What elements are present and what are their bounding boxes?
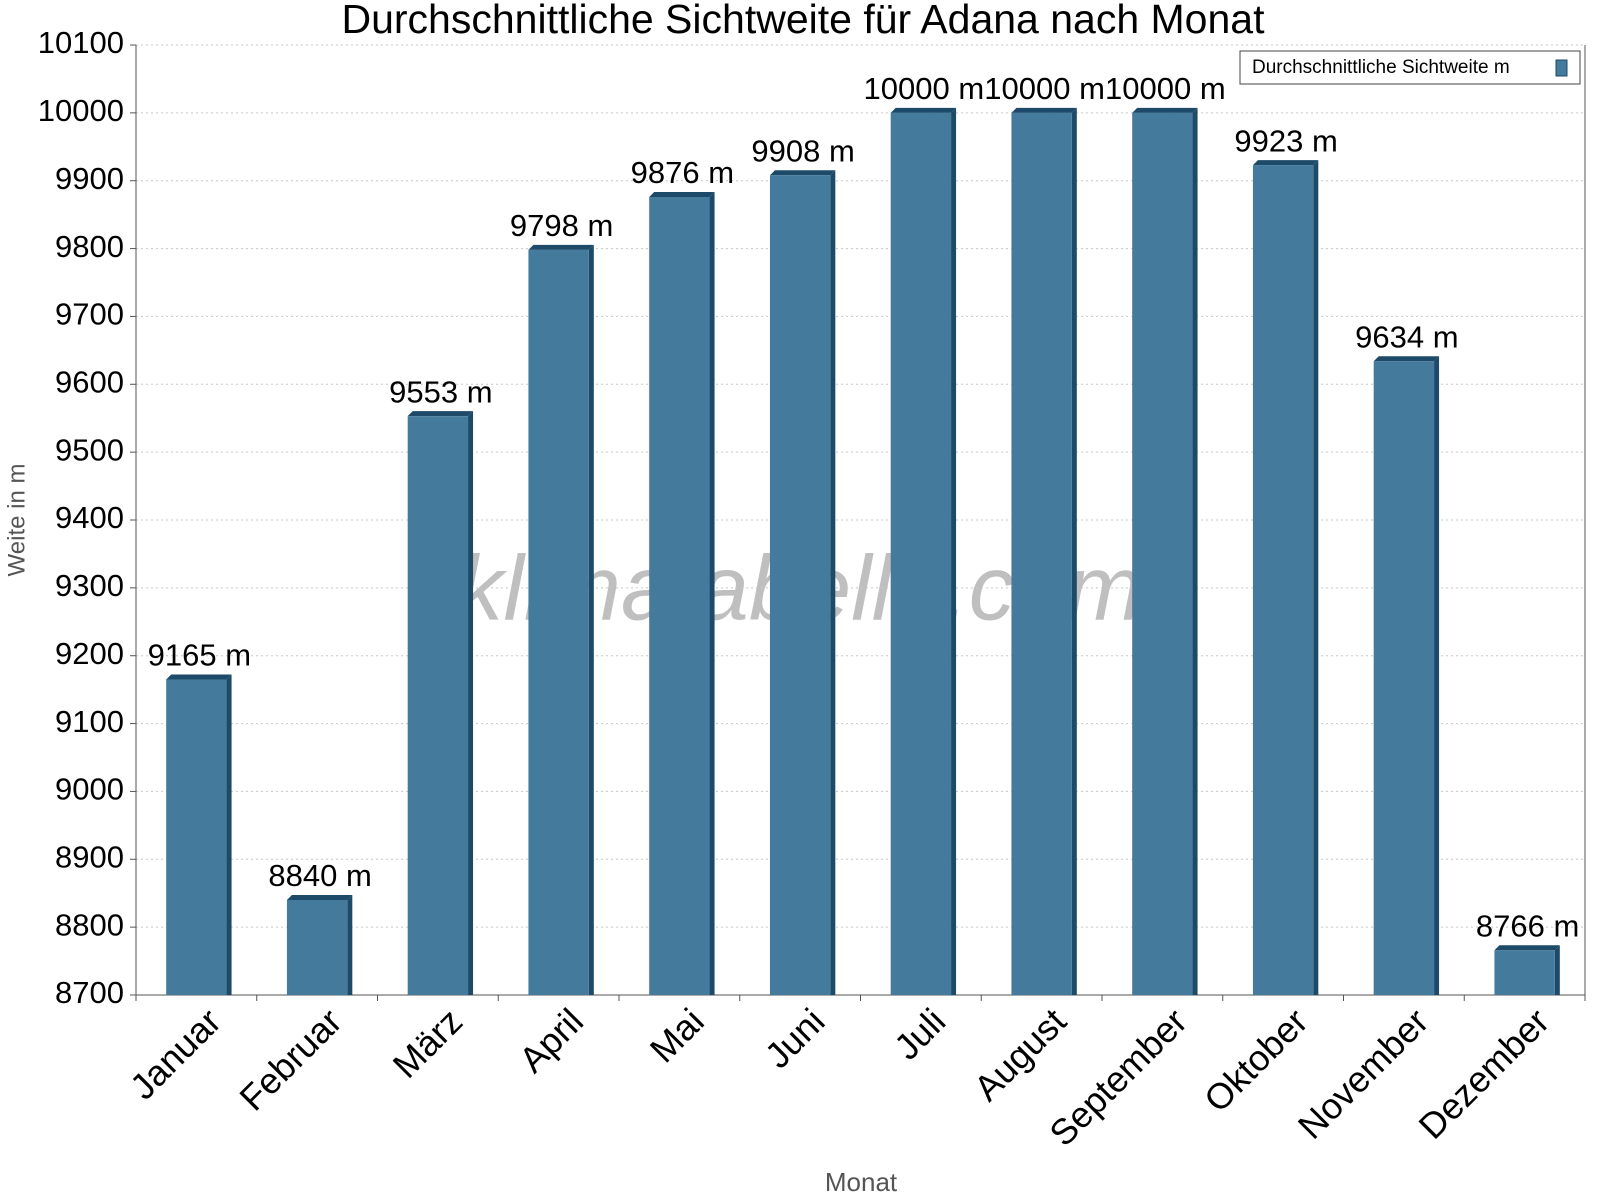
bar	[166, 679, 227, 995]
bar	[286, 900, 348, 995]
bar-top	[769, 170, 836, 176]
bar-side	[830, 170, 836, 996]
data-label: 9634 m	[1355, 319, 1458, 354]
bar-top	[1252, 160, 1319, 166]
y-tick-label: 10100	[38, 25, 124, 60]
y-tick-label: 8700	[55, 975, 124, 1010]
y-tick-label: 9800	[55, 229, 124, 264]
bar	[890, 112, 952, 996]
bar-top	[1011, 107, 1077, 113]
chart-title: Durchschnittliche Sichtweite für Adana n…	[341, 0, 1265, 42]
bar-side	[347, 895, 353, 995]
y-tick-label: 9900	[55, 161, 124, 196]
data-label: 9923 m	[1234, 123, 1337, 158]
bar-top	[528, 244, 594, 250]
data-label: 9876 m	[631, 155, 734, 190]
bar	[407, 416, 469, 995]
bar-side	[1434, 356, 1440, 995]
legend: Durchschnittliche Sichtweite m	[1239, 50, 1581, 85]
legend-label: Durchschnittliche Sichtweite m	[1252, 57, 1510, 78]
bar	[1494, 950, 1555, 995]
y-tick-label: 9600	[55, 364, 124, 399]
bar	[1252, 165, 1314, 995]
y-axis-label: Weite in m	[3, 464, 30, 577]
y-tick-label: 9500	[55, 432, 124, 467]
legend-box	[1239, 50, 1581, 85]
data-label: 9798 m	[510, 208, 613, 243]
bar	[769, 175, 831, 996]
data-label: 9165 m	[148, 638, 251, 673]
bar-top	[649, 192, 715, 197]
data-label: 8840 m	[268, 858, 371, 893]
bar	[528, 249, 589, 995]
bar-side	[1554, 945, 1560, 995]
bar-top	[166, 674, 232, 680]
data-label: 9908 m	[751, 133, 854, 168]
y-tick-label: 9100	[55, 704, 124, 739]
bar-side	[709, 192, 715, 995]
bar-side	[1192, 107, 1198, 996]
y-tick-label: 9400	[55, 500, 124, 535]
bar	[1011, 112, 1072, 996]
bar-top	[286, 895, 353, 900]
bar	[1132, 112, 1193, 996]
bar	[649, 197, 710, 995]
x-axis-label: Monat	[825, 1167, 898, 1197]
bar-top	[890, 107, 957, 113]
bar-top	[407, 411, 474, 417]
y-tick-label: 8800	[55, 907, 124, 942]
data-label: 10000 m	[984, 71, 1105, 106]
bar-side	[951, 107, 957, 996]
bar-side	[1071, 107, 1077, 996]
y-tick-label: 9700	[55, 297, 124, 332]
data-label: 10000 m	[864, 71, 985, 106]
bar	[1373, 361, 1435, 995]
y-tick-label: 8900	[55, 839, 124, 874]
bar-side	[226, 674, 232, 995]
data-label: 9553 m	[389, 374, 492, 409]
y-tick-label: 10000	[38, 93, 124, 128]
y-tick-label: 9200	[55, 636, 124, 671]
bar-side	[1313, 160, 1319, 995]
bar-top	[1373, 356, 1440, 362]
bar-top	[1132, 107, 1198, 113]
bar-side	[468, 411, 474, 995]
legend-swatch	[1555, 59, 1568, 77]
y-tick-label: 9000	[55, 772, 124, 807]
data-label: 8766 m	[1476, 908, 1579, 943]
y-tick-label: 9300	[55, 568, 124, 603]
data-label: 10000 m	[1105, 71, 1226, 106]
bar-top	[1494, 945, 1560, 951]
bar-side	[588, 244, 594, 995]
